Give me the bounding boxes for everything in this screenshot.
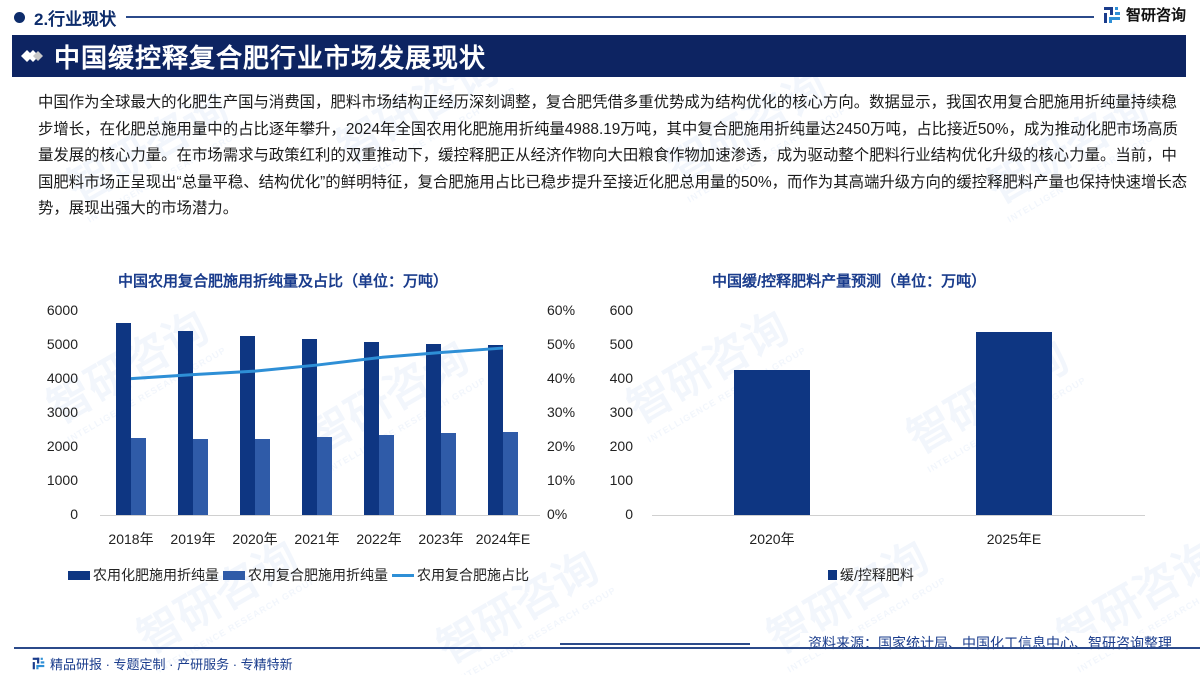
y2-tick: 40% (547, 370, 576, 386)
y-tick: 0 (70, 506, 78, 522)
brand-logo-icon (1103, 6, 1120, 23)
section-title: 2.行业现状 (34, 9, 117, 29)
ratio-line (130, 346, 504, 381)
x-tick: 2019年 (170, 531, 216, 547)
legend-label: 农用化肥施用折纯量 (93, 567, 219, 583)
section-header: 2.行业现状 (14, 5, 1094, 29)
legend-swatch (828, 570, 837, 580)
bullet-dot-icon (14, 11, 25, 23)
y-tick: 4000 (46, 370, 78, 386)
bar-compound (255, 439, 270, 515)
y-tick: 2000 (46, 438, 78, 454)
legend-label: 缓/控释肥料 (840, 567, 914, 583)
chart-title: 中国农用复合肥施用折纯量及占比（单位：万吨） (118, 273, 449, 290)
page-title: 中国缓控释复合肥行业市场发展现状 (54, 42, 487, 73)
x-tick: 2025年E (986, 531, 1042, 547)
x-axis-line (100, 515, 540, 516)
y-tick: 400 (609, 370, 633, 386)
legend-item-total: 农用化肥施用折纯量 (68, 565, 219, 585)
x-axis-line (652, 515, 1145, 516)
legend-item-compound: 农用复合肥施用折纯量 (223, 565, 388, 585)
bar-compound (193, 439, 208, 515)
y2-tick: 50% (547, 336, 576, 352)
source-divider (560, 643, 750, 645)
y-tick: 300 (609, 404, 633, 420)
x-tick: 2021年 (294, 531, 340, 547)
chart-legend: 农用化肥施用折纯量 农用复合肥施用折纯量 农用复合肥施占比 (68, 565, 533, 585)
legend-swatch-light (223, 570, 245, 580)
x-tick: 2022年 (356, 531, 402, 547)
y2-tick: 30% (547, 404, 576, 420)
y-tick: 5000 (46, 336, 78, 352)
bar-total (116, 322, 131, 515)
x-tick: 2024年E (475, 531, 531, 547)
bar-total (240, 336, 255, 515)
data-source: 资料来源：国家统计局、中国化工信息中心、智研咨询整理 (800, 633, 1172, 653)
x-tick: 2020年 (232, 531, 278, 547)
legend-label: 农用复合肥施占比 (417, 567, 529, 583)
brand-logo-icon (32, 657, 45, 670)
bar-compound (503, 431, 518, 515)
y2-tick: 0% (547, 506, 568, 522)
legend-item-ratio: 农用复合肥施占比 (392, 565, 529, 585)
footer-slogan: 精品研报 · 专题定制 · 产研服务 · 专精特新 (32, 654, 293, 673)
x-tick: 2020年 (749, 531, 795, 547)
bar-compound (131, 437, 146, 515)
bar-slow-release (734, 370, 810, 515)
fertilizer-usage-chart: 中国农用复合肥施用折纯量及占比（单位：万吨） 0 1000 2000 3000 4000… (0, 262, 600, 592)
x-tick: 2023年 (418, 531, 464, 547)
y-tick: 500 (609, 336, 633, 352)
brand-name: 智研咨询 (1125, 7, 1186, 24)
brand-logo-group: 智研咨询 (1103, 4, 1186, 25)
slogan-text: 精品研报 · 专题定制 · 产研服务 · 专精特新 (50, 657, 293, 672)
bar-compound (441, 433, 456, 515)
bar-slow-release (976, 332, 1052, 515)
ratio-line-series (130, 346, 504, 381)
title-banner: 中国缓控释复合肥行业市场发展现状 (12, 35, 1186, 77)
bar-total (426, 344, 441, 515)
footer-rule (14, 647, 1200, 649)
bar-total (488, 345, 503, 515)
diamond-icon (21, 50, 43, 62)
bar-compound (379, 435, 394, 515)
chart-title: 中国缓/控释肥料产量预测（单位：万吨） (712, 273, 987, 290)
y-tick: 1000 (46, 472, 78, 488)
bar-total (302, 338, 317, 515)
y-tick: 6000 (46, 302, 78, 318)
y2-tick: 10% (547, 472, 576, 488)
y2-tick: 20% (547, 438, 576, 454)
y-tick: 100 (609, 472, 633, 488)
bar-total (364, 342, 379, 515)
slow-release-output-chart: 中国缓/控释肥料产量预测（单位：万吨） 0 100 200 300 400 500 600 … (600, 262, 1200, 592)
x-tick: 2018年 (108, 531, 154, 547)
legend-line-swatch (392, 573, 414, 577)
legend-label: 农用复合肥施用折纯量 (248, 567, 388, 583)
intro-paragraph: 中国作为全球最大的化肥生产国与消费国，肥料市场结构正经历深刻调整，复合肥凭借多重… (38, 94, 1188, 217)
y2-tick: 60% (547, 302, 576, 318)
y-tick: 3000 (46, 404, 78, 420)
y-tick: 200 (609, 438, 633, 454)
y-tick: 600 (609, 302, 633, 318)
chart-legend: 缓/控释肥料 (828, 565, 918, 585)
y-tick: 0 (625, 506, 633, 522)
legend-item-slow-release: 缓/控释肥料 (828, 565, 914, 585)
divider (126, 16, 1094, 18)
bar-total (178, 331, 193, 515)
legend-swatch-dark (68, 570, 90, 580)
bar-compound (317, 437, 332, 515)
